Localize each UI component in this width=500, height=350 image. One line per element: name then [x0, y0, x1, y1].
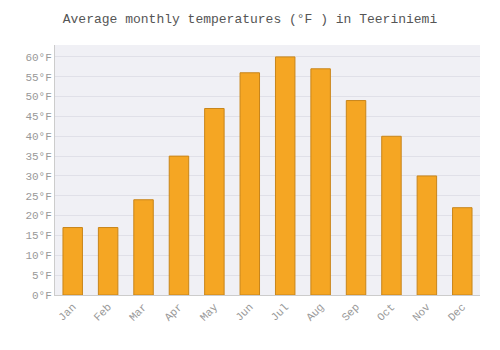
svg-text:Dec: Dec [446, 301, 468, 323]
svg-text:50°F: 50°F [25, 91, 51, 103]
svg-text:5°F: 5°F [32, 270, 52, 282]
svg-text:40°F: 40°F [25, 131, 51, 143]
svg-text:Jun: Jun [233, 301, 255, 323]
svg-text:Aug: Aug [304, 301, 326, 323]
svg-text:25°F: 25°F [25, 191, 51, 203]
svg-text:60°F: 60°F [25, 52, 51, 64]
svg-text:Oct: Oct [375, 301, 397, 323]
svg-text:Average monthly temperatures (: Average monthly temperatures (°F ) in Te… [63, 12, 438, 27]
svg-text:30°F: 30°F [25, 171, 51, 183]
svg-text:45°F: 45°F [25, 111, 51, 123]
svg-text:Feb: Feb [92, 301, 114, 323]
svg-text:35°F: 35°F [25, 151, 51, 163]
svg-text:0°F: 0°F [32, 290, 52, 302]
svg-text:May: May [198, 301, 221, 324]
svg-text:Jan: Jan [56, 301, 78, 323]
svg-text:Mar: Mar [127, 301, 149, 323]
svg-text:Apr: Apr [162, 301, 184, 323]
svg-text:10°F: 10°F [25, 250, 51, 262]
svg-text:55°F: 55°F [25, 72, 51, 84]
svg-text:20°F: 20°F [25, 210, 51, 222]
svg-text:15°F: 15°F [25, 230, 51, 242]
svg-text:Sep: Sep [340, 301, 362, 323]
svg-text:Jul: Jul [269, 301, 291, 323]
svg-text:Nov: Nov [410, 301, 433, 324]
